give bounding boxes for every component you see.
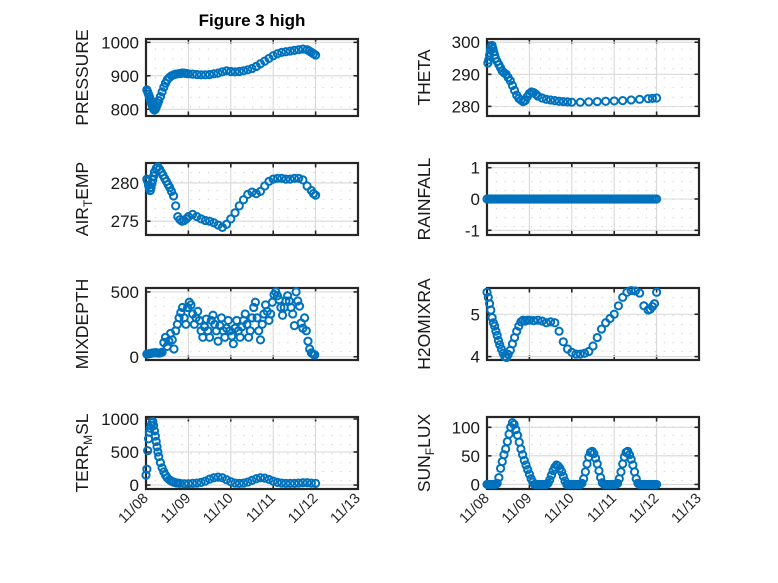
axes-box (144, 161, 360, 237)
ytick-label: 0 (130, 348, 139, 367)
data-series-row1-right (483, 40, 662, 107)
ytick-label: 800 (111, 100, 139, 119)
xtick-label: 11/10 (541, 491, 577, 527)
panel-row4-right: 0 50 100 SUNFLUX 11/08 11/09 11/10 11/11 11/12 11… (414, 414, 705, 527)
ytick-label: 280 (111, 174, 139, 193)
figure-title: Figure 3 high (199, 11, 306, 30)
xtick-label: 11/12 (285, 491, 321, 527)
ylabel-row4-right: SUNFLUX (414, 414, 437, 493)
data-series-row4-left (141, 417, 321, 489)
ytick-label: 50 (461, 447, 480, 466)
xtick-label: 11/09 (158, 491, 194, 527)
ylabel-row2-right: RAINFALL (414, 157, 434, 240)
ytick-label: 290 (452, 65, 480, 84)
data-series-row2-left (142, 162, 321, 232)
ytick-label: 100 (452, 418, 480, 437)
ytick-label: 1 (471, 159, 480, 178)
xtick-label: 11/13 (669, 491, 705, 527)
panel-row4-left: 0 500 1000 TERRMSL 11/08 11/09 11/10 11/11 11/12… (72, 410, 364, 527)
minor-grid-dots (495, 48, 692, 108)
data-series-row2-right (482, 194, 662, 204)
ytick-label: 0 (471, 475, 480, 494)
xtick-label: 11/11 (585, 491, 620, 526)
panel-row2-right: -1 0 1 RAINFALL (414, 157, 701, 240)
ylabel-row1-right: THETA (414, 49, 434, 105)
minor-grid-dots (154, 48, 351, 108)
ytick-label: 1000 (101, 410, 139, 429)
axes-box (485, 37, 701, 118)
data-series-row1-left (142, 44, 321, 115)
axes-box (144, 37, 360, 118)
ylabel-row1-left: PRESSURE (72, 29, 92, 125)
panel-row2-left: 275 280 AIRTEMP (72, 161, 360, 237)
xtick-label: 11/12 (626, 491, 662, 527)
ytick-label: 0 (471, 190, 480, 209)
ytick-label: 280 (452, 97, 480, 116)
panel-row1-left: 800 900 1000 PRESSURE Figure 3 high (72, 11, 360, 126)
minor-grid-dots (495, 426, 692, 482)
ytick-label: 275 (111, 212, 139, 231)
xtick-label: 11/09 (499, 491, 535, 527)
data-series-row4-right (482, 418, 662, 490)
panel-row3-right: 4 5 H2OMIXRA (414, 278, 701, 370)
ytick-label: -1 (465, 221, 480, 240)
data-series-row3-left (142, 287, 320, 360)
ytick-label: 1000 (101, 33, 139, 52)
panel-row3-left: 0 500 MIXDEPTH (72, 279, 360, 369)
xtick-label: 11/08 (116, 491, 152, 527)
ylabel-row3-left: MIXDEPTH (72, 279, 92, 369)
ytick-label: 500 (111, 283, 139, 302)
xtick-label: 11/10 (200, 491, 236, 527)
panel-row1-right: 280 290 300 THETA (414, 33, 701, 118)
minor-grid-dots (154, 426, 351, 482)
ytick-label: 300 (452, 33, 480, 52)
xtick-label: 11/11 (244, 491, 279, 526)
xtick-label: 11/08 (457, 491, 493, 527)
axes-box (485, 286, 701, 362)
xtick-label: 11/13 (328, 491, 364, 527)
axes-box (485, 415, 701, 491)
data-series-row3-right (482, 285, 662, 363)
ytick-label: 4 (471, 348, 480, 367)
axes-box (144, 286, 360, 362)
ylabel-row2-left: AIRTEMP (72, 162, 95, 236)
ytick-label: 0 (130, 476, 139, 495)
ytick-label: 5 (471, 305, 480, 324)
ytick-label: 500 (111, 443, 139, 462)
ylabel-row3-right: H2OMIXRA (414, 278, 434, 370)
ylabel-row4-left: TERRMSL (72, 413, 95, 492)
ytick-label: 900 (111, 67, 139, 86)
